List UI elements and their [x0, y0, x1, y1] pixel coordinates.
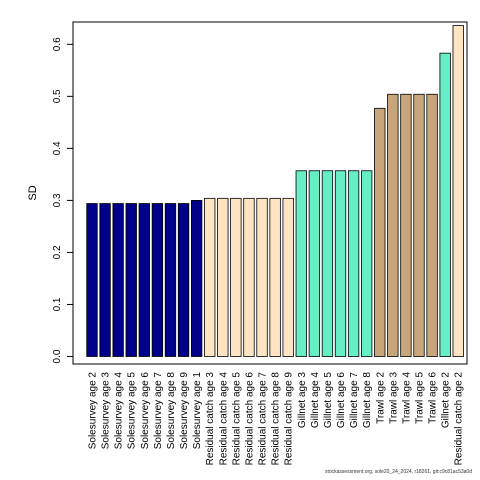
x-tick-label: Trawl age 5 [415, 372, 426, 424]
bar [230, 197, 242, 357]
x-tick-label: Residual catch age 6 [244, 372, 255, 466]
bar [321, 170, 334, 357]
bar [151, 203, 164, 357]
x-tick-label: Solesurvey age 8 [166, 372, 177, 450]
x-tick-label: Trawl age 4 [401, 372, 412, 424]
bar [413, 93, 425, 357]
bar [282, 197, 294, 357]
bar [439, 52, 451, 357]
bar [204, 197, 216, 357]
bar [452, 25, 464, 357]
bar [334, 170, 347, 357]
y-tick-label: 0.1 [52, 297, 63, 311]
y-axis-title: SD [27, 185, 39, 200]
x-tick-label: Solesurvey age 2 [88, 372, 99, 450]
bar [308, 170, 321, 357]
bar [125, 203, 137, 357]
x-tick-label: Residual catch age 3 [205, 372, 216, 466]
bar [400, 93, 412, 357]
x-tick-label: Solesurvey age 1 [192, 372, 203, 450]
x-tick-label: Solesurvey age 3 [101, 372, 112, 450]
x-tick-label: Gillnet age 6 [336, 372, 347, 429]
y-tick-label: 0.4 [52, 141, 63, 155]
x-tick-label: Residual catch age 4 [218, 372, 229, 466]
x-tick-label: Solesurvey age 7 [153, 372, 164, 450]
y-tick-label: 0.5 [52, 89, 63, 103]
x-tick-label: Residual catch age 7 [258, 372, 269, 466]
x-tick-label: Solesurvey age 9 [179, 372, 190, 450]
y-tick-label: 0.6 [52, 37, 63, 51]
bar [387, 93, 399, 357]
x-tick-label: Solesurvey age 4 [114, 372, 125, 450]
x-tick-label: Gillnet age 7 [349, 372, 360, 429]
y-tick-label: 0.2 [52, 245, 63, 259]
bar [99, 203, 111, 357]
x-tick-label: Gillnet age 3 [297, 372, 308, 429]
y-axis: 0.0 0.1 0.2 0.3 0.4 0.5 0.6 [52, 37, 73, 363]
bar [177, 203, 190, 357]
x-tick-label: Trawl age 3 [388, 372, 399, 424]
bar [217, 197, 229, 357]
bar [347, 170, 360, 357]
bar [243, 197, 255, 357]
bar [269, 197, 281, 357]
x-tick-label: Trawl age 2 [375, 372, 386, 424]
x-tick-label: Trawl age 6 [428, 372, 439, 424]
bar [361, 170, 373, 357]
x-axis-labels: Solesurvey age 2 Solesurvey age 3 Solesurv… [88, 372, 465, 466]
bar [374, 107, 386, 357]
bar [86, 203, 98, 357]
x-tick-label: Residual catch age 2 [454, 372, 465, 466]
y-tick-label: 0.3 [52, 193, 63, 207]
bar [138, 203, 150, 357]
bar [295, 170, 307, 357]
x-tick-label: Gillnet age 2 [441, 372, 452, 429]
bars-group [86, 25, 464, 357]
x-tick-label: Solesurvey age 6 [140, 372, 151, 450]
bar [112, 203, 124, 357]
x-tick-label: Gillnet age 8 [362, 372, 373, 429]
bar [164, 203, 177, 357]
x-tick-label: Gillnet age 4 [310, 372, 321, 429]
x-tick-label: Residual catch age 8 [271, 372, 282, 466]
x-tick-label: Solesurvey age 5 [127, 372, 138, 450]
bar [190, 200, 203, 357]
footer-watermark: stockassessment.org, sole20_24_2024, r18… [324, 469, 472, 475]
x-tick-label: Gillnet age 5 [323, 372, 334, 429]
x-tick-label: Residual catch age 9 [284, 372, 295, 466]
x-tick-label: Residual catch age 5 [231, 372, 242, 466]
y-tick-label: 0.0 [52, 349, 63, 363]
bar [426, 93, 438, 357]
bar [256, 197, 268, 357]
plot-frame [72, 21, 468, 365]
